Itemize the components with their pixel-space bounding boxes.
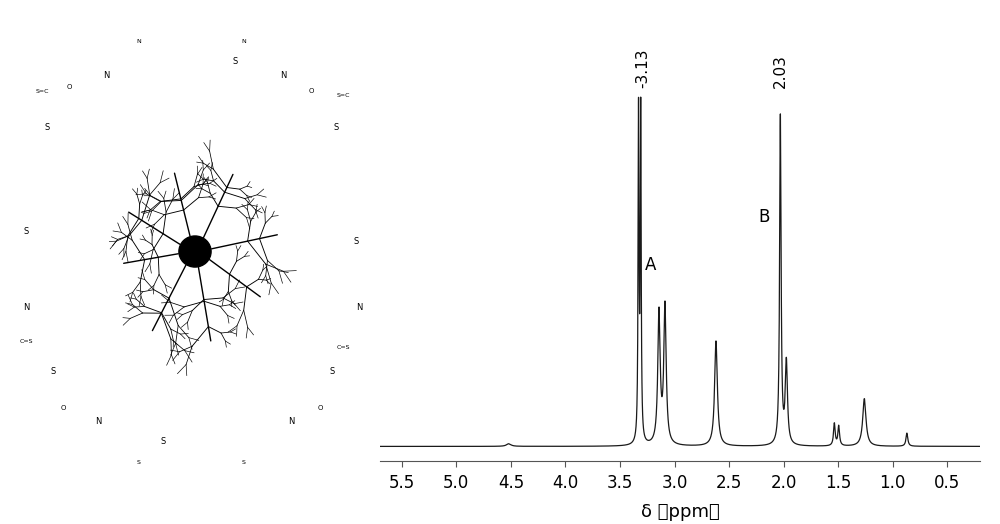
Text: O: O	[60, 405, 66, 411]
Text: C=S: C=S	[336, 345, 350, 350]
Text: N: N	[136, 38, 141, 43]
Text: N: N	[23, 303, 29, 312]
Text: S: S	[353, 237, 358, 246]
Text: A: A	[645, 256, 656, 274]
Ellipse shape	[179, 236, 211, 267]
Text: N: N	[280, 71, 287, 80]
Text: S: S	[329, 367, 334, 376]
Text: N: N	[103, 71, 110, 80]
Text: S: S	[334, 123, 339, 132]
Text: S: S	[233, 57, 238, 66]
Text: B: B	[759, 208, 770, 226]
Text: S=C: S=C	[336, 93, 350, 97]
Text: O: O	[318, 405, 323, 411]
Text: N: N	[95, 418, 102, 427]
Text: S: S	[51, 367, 56, 376]
Text: S=C: S=C	[35, 89, 49, 94]
Text: N: N	[241, 38, 246, 43]
Text: N: N	[356, 303, 362, 312]
Text: C=S: C=S	[19, 339, 33, 344]
Text: S: S	[160, 438, 165, 446]
Text: N: N	[288, 418, 295, 427]
Text: O: O	[67, 84, 72, 90]
Text: O: O	[308, 88, 314, 94]
Text: -3.13: -3.13	[635, 48, 650, 88]
Text: S: S	[241, 460, 245, 465]
Text: S: S	[137, 460, 141, 465]
X-axis label: δ （ppm）: δ （ppm）	[641, 503, 719, 521]
Text: 2.03: 2.03	[773, 54, 788, 88]
Text: S: S	[23, 227, 29, 236]
Text: S: S	[44, 123, 50, 132]
